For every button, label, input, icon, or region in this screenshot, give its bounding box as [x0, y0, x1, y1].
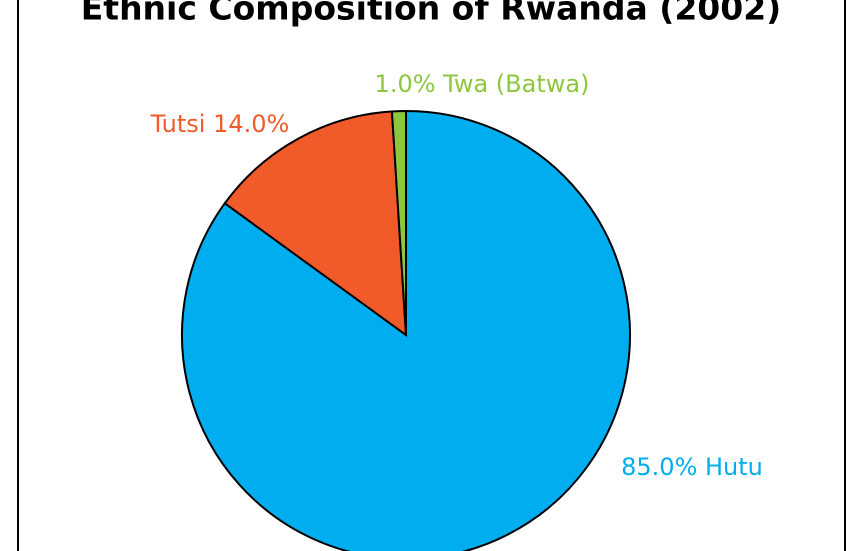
pie-slice [390, 109, 407, 336]
slice-label: 85.0% Hutu [621, 453, 763, 481]
slice-label: 1.0% Twa (Batwa) [375, 70, 590, 98]
chart-title: Ethnic Composition of Rwanda (2002) [81, 0, 782, 28]
slice-label: Tutsi 14.0% [150, 110, 290, 138]
pie-slice [223, 110, 408, 338]
frame [17, 0, 846, 551]
